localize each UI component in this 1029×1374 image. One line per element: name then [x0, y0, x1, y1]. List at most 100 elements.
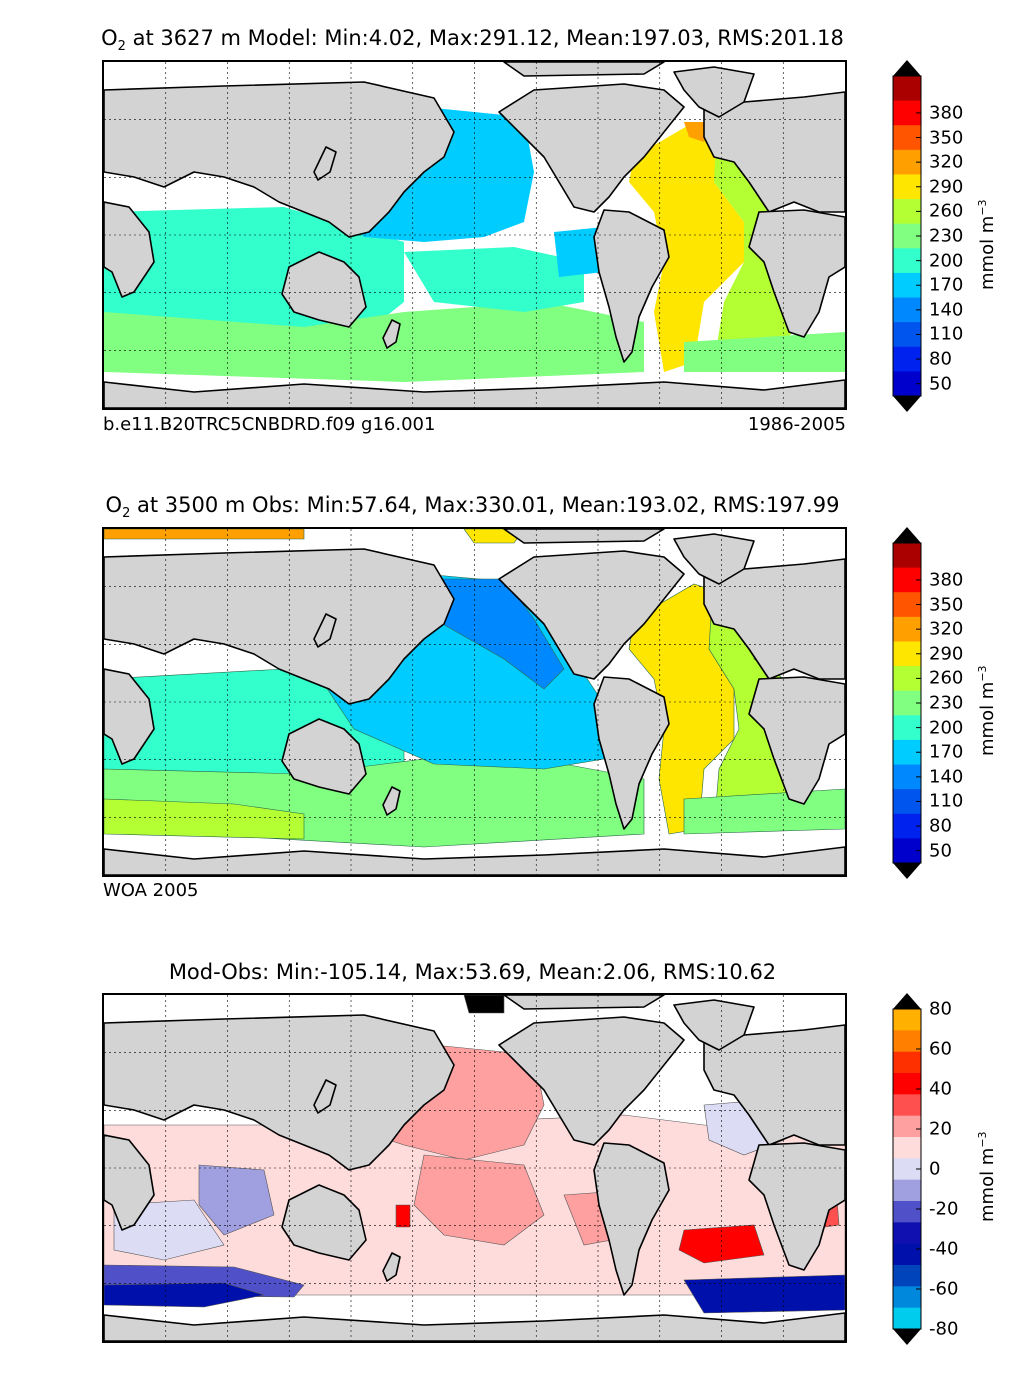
- colorbar-tick-label: -60: [929, 1278, 959, 1300]
- land-eurasia-east: [703, 1024, 845, 1146]
- model-colorbar: 380 350 320 290 260 230 200 170 140 110 80 50: [892, 60, 963, 412]
- land-eurasia: [104, 548, 455, 705]
- land-arctic-top: [503, 62, 665, 77]
- land-south-america: [593, 676, 670, 830]
- map-canvas: [104, 995, 845, 1341]
- ocean-field-region: [404, 247, 584, 312]
- land-new-zealand: [382, 1252, 401, 1282]
- ocean-field-region: [463, 995, 505, 1014]
- colorbar-tick-label: 350: [929, 127, 964, 149]
- land-eurasia-east: [703, 91, 845, 213]
- obs-colorbar: 380 350 320 290 260 230 200 170 140 110 80 50: [892, 527, 963, 879]
- land-south-america: [593, 209, 670, 363]
- map-canvas: [104, 62, 845, 408]
- model-years-label: 1986-2005: [747, 414, 846, 435]
- colorbar-bin: [893, 1243, 921, 1266]
- land-eurasia-east: [703, 558, 845, 680]
- colorbar-svg: [892, 60, 922, 412]
- ocean-field-region: [104, 302, 644, 382]
- colorbar-bin: [893, 1179, 921, 1202]
- colorbar-bin: [893, 1307, 921, 1330]
- colorbar-extend-max: [893, 993, 921, 1009]
- colorbar-tick-label: 110: [929, 790, 964, 812]
- colorbar-tick-label: 380: [929, 569, 964, 591]
- model-title: O2 at 3627 m Model: Min:4.02, Max:291.12…: [101, 26, 844, 55]
- model-map: [102, 60, 847, 410]
- ocean-field-region: [198, 1164, 275, 1236]
- colorbar-svg: [892, 993, 922, 1345]
- colorbar-svg: [892, 527, 922, 879]
- land-eurasia: [104, 1014, 455, 1171]
- colorbar-bin: [893, 1009, 921, 1031]
- land-japan: [313, 146, 337, 181]
- colorbar-tick-label: 140: [929, 299, 964, 321]
- colorbar-tick-label: 290: [929, 643, 964, 665]
- colorbar-tick-label: 110: [929, 323, 964, 345]
- diff-map: [102, 993, 847, 1343]
- diff-colorbar: 80 60 40 20 0 -20 -40 -60 -80: [892, 993, 958, 1345]
- colorbar-bin: [893, 1094, 921, 1117]
- colorbar-bin: [893, 1158, 921, 1181]
- land-south-america: [593, 1142, 670, 1296]
- colorbar-tick-label: 230: [929, 225, 964, 247]
- colorbar-tick-label: 80: [929, 348, 952, 370]
- ocean-field-region: [413, 1154, 545, 1246]
- colorbar-tick-label: 60: [929, 1038, 952, 1060]
- colorbar-tick-label: 170: [929, 741, 964, 763]
- land-greenland: [673, 999, 755, 1051]
- colorbar-tick-label: -80: [929, 1318, 959, 1340]
- ocean-field-region: [629, 122, 744, 372]
- colorbar-tick-label: 50: [929, 840, 952, 862]
- obs-colorbar-unit: mmol m−3: [976, 665, 998, 756]
- land-africa-east: [748, 676, 845, 805]
- land-new-zealand: [382, 786, 401, 816]
- diff-colorbar-unit: mmol m−3: [976, 1131, 998, 1222]
- land-africa-west: [104, 668, 155, 765]
- colorbar-bin: [893, 76, 921, 102]
- land-africa-east: [748, 209, 845, 338]
- ocean-field-region: [104, 529, 305, 540]
- colorbar-bin: [893, 1051, 921, 1074]
- colorbar-bin: [893, 1201, 921, 1223]
- ocean-field-region: [684, 332, 845, 372]
- colorbar-tick-label: 320: [929, 151, 964, 173]
- colorbar-tick-label: 260: [929, 200, 964, 222]
- colorbar-bin: [893, 1265, 921, 1287]
- colorbar-tick-label: 290: [929, 176, 964, 198]
- obs-title: O2 at 3500 m Obs: Min:57.64, Max:330.01,…: [105, 493, 840, 522]
- land-north-america: [498, 83, 685, 213]
- land-australia: [281, 1184, 367, 1261]
- colorbar-tick-label: 200: [929, 250, 964, 272]
- land-greenland: [673, 66, 755, 118]
- ocean-field-region: [554, 227, 604, 277]
- ocean-field-region: [678, 1224, 765, 1264]
- colorbar-tick-label: 0: [929, 1158, 941, 1180]
- colorbar-tick-label: 80: [929, 815, 952, 837]
- colorbar-tick-label: 350: [929, 594, 964, 616]
- colorbar-tick-label: -40: [929, 1238, 959, 1260]
- obs-map: [102, 527, 847, 877]
- colorbar-extend-max: [893, 527, 921, 543]
- colorbar-tick-label: 40: [929, 1078, 952, 1100]
- colorbar-extend-max: [893, 60, 921, 76]
- land-arctic-top: [503, 529, 665, 544]
- map-canvas: [104, 529, 845, 875]
- colorbar-tick-label: 140: [929, 766, 964, 788]
- land-australia: [281, 718, 367, 795]
- diff-title: Mod-Obs: Min:-105.14, Max:53.69, Mean:2.…: [168, 960, 777, 984]
- colorbar-tick-label: 20: [929, 1118, 952, 1140]
- ocean-field-region: [395, 1204, 411, 1228]
- model-colorbar-unit: mmol m−3: [976, 199, 998, 290]
- colorbar-tick-label: -20: [929, 1198, 959, 1220]
- colorbar-bin: [893, 1073, 921, 1095]
- colorbar-tick-label: 50: [929, 373, 952, 395]
- land-japan: [313, 613, 337, 648]
- ocean-field-region: [104, 798, 305, 840]
- colorbar-tick-label: 380: [929, 102, 964, 124]
- colorbar-bin: [893, 1286, 921, 1309]
- colorbar-extend-min: [893, 863, 921, 879]
- land-north-america: [498, 1016, 685, 1146]
- land-greenland: [673, 533, 755, 585]
- ocean-field-region: [683, 1274, 845, 1314]
- colorbar-extend-min: [893, 396, 921, 412]
